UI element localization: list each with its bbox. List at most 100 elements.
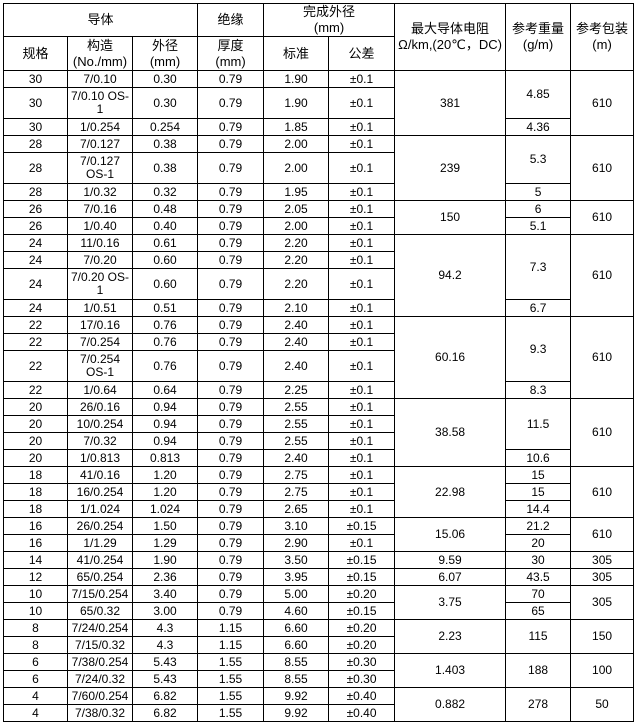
cell-thickness: 0.79 — [197, 299, 265, 317]
cell-resistance: 9.59 — [394, 551, 507, 569]
table-row: 24 1/0.51 0.51 0.79 2.10 ±0.1 6.7 — [3, 299, 634, 317]
table-row: 6 7/38/0.254 5.43 1.55 8.55 ±0.30 1.403 188 100 — [3, 653, 635, 688]
table-row: 26 1/0.40 0.40 0.79 2.00 ±0.1 5.1 — [3, 217, 634, 235]
cell-weight: 6.7 — [505, 299, 572, 317]
table-row: 20 1/0.813 0.813 0.79 2.40 ±0.1 10.6 — [3, 449, 634, 467]
cell-conductor-od: 0.94 — [131, 398, 199, 416]
cell-standard: 3.95 — [263, 568, 330, 586]
cell-standard: 3.10 — [263, 517, 330, 535]
cell-construction: 7/0.127 — [67, 135, 133, 153]
table-row: 22 17/0.16 0.76 0.79 2.40 ±0.1 60.16 9.3 610 — [3, 316, 635, 399]
table-row: 20 26/0.16 0.94 0.79 2.55 ±0.1 38.58 11.5 610 — [3, 398, 635, 467]
cell-gauge: 28 — [3, 152, 68, 184]
cell-thickness: 0.79 — [197, 602, 265, 620]
header-weight: 参考重量 (g/m) — [505, 3, 572, 71]
cell-construction: 7/0.20 — [67, 251, 133, 269]
cell-standard: 2.75 — [263, 466, 330, 484]
cell-weight: 14.4 — [505, 500, 572, 518]
cell-weight: 65 — [505, 602, 572, 620]
table-row: 26 7/0.16 0.48 0.79 2.05 ±0.1 150 6 610 — [3, 200, 635, 235]
cell-gauge: 20 — [3, 398, 68, 416]
cell-tolerance: ±0.1 — [328, 200, 396, 218]
cell-gauge: 20 — [3, 449, 68, 467]
cell-tolerance: ±0.1 — [328, 398, 396, 416]
cell-conductor-od: 2.36 — [131, 568, 199, 586]
cell-gauge: 24 — [3, 251, 68, 269]
cell-standard: 2.65 — [263, 500, 330, 518]
cell-resistance: 15.06 — [394, 517, 507, 552]
cell-thickness: 0.79 — [197, 268, 265, 300]
cell-construction: 7/38/0.32 — [67, 704, 133, 722]
cell-packaging: 610 — [570, 517, 635, 552]
cell-resistance: 239 — [394, 135, 507, 201]
cell-standard: 2.40 — [263, 333, 330, 351]
cell-gauge: 22 — [3, 381, 68, 399]
cell-construction: 11/0.16 — [67, 234, 133, 252]
table-body: 30 7/0.10 0.30 0.79 1.90 ±0.1 381 4.85 610 30 7/0.… — [3, 70, 635, 722]
table-row: 30 7/0.10 0.30 0.79 1.90 ±0.1 381 4.85 610 — [3, 70, 635, 136]
cell-thickness: 1.55 — [197, 687, 265, 705]
cell-weight: 6 — [505, 200, 572, 218]
cell-standard: 9.92 — [263, 687, 330, 705]
table-row: 28 7/0.127 0.38 0.79 2.00 ±0.1 239 5.3 610 — [3, 135, 635, 201]
cell-standard: 2.40 — [263, 350, 330, 382]
cell-weight: 5.3 — [505, 135, 572, 184]
cell-thickness: 0.79 — [197, 234, 265, 252]
cell-conductor-od: 1.20 — [131, 466, 199, 484]
cell-construction: 7/0.10 — [67, 70, 133, 88]
header-conductor: 导体 — [2, 3, 199, 37]
cell-conductor-od: 4.3 — [131, 636, 199, 654]
cell-packaging: 50 — [570, 687, 635, 722]
cell-conductor-od: 6.82 — [131, 687, 199, 705]
cell-conductor-od: 0.32 — [131, 183, 199, 201]
table-row: 10 65/0.32 3.00 0.79 4.60 ±0.15 65 — [3, 602, 634, 620]
cell-packaging: 100 — [570, 653, 635, 688]
cell-tolerance: ±0.15 — [328, 551, 396, 569]
cell-weight: 4.36 — [505, 118, 572, 136]
cell-gauge: 24 — [3, 268, 68, 300]
cell-weight: 15 — [505, 466, 572, 484]
cell-construction: 7/60/0.254 — [67, 687, 133, 705]
cell-construction: 1/0.813 — [67, 449, 133, 467]
cell-gauge: 22 — [3, 316, 68, 334]
cell-tolerance: ±0.15 — [328, 568, 396, 586]
cell-construction: 1/0.64 — [67, 381, 133, 399]
table-row: 18 16/0.254 1.20 0.79 2.75 ±0.1 15 — [3, 483, 634, 501]
cell-tolerance: ±0.30 — [328, 670, 396, 688]
table-row: 4 7/38/0.32 6.82 1.55 9.92 ±0.40 — [3, 704, 634, 722]
cell-resistance: 381 — [394, 70, 507, 136]
cell-thickness: 0.79 — [197, 398, 265, 416]
cell-conductor-od: 0.76 — [131, 316, 199, 334]
cell-gauge: 6 — [3, 653, 68, 671]
cell-conductor-od: 0.64 — [131, 381, 199, 399]
cell-conductor-od: 3.00 — [131, 602, 199, 620]
cell-conductor-od: 0.813 — [131, 449, 199, 467]
cell-construction: 7/15/0.32 — [67, 636, 133, 654]
cell-tolerance: ±0.1 — [328, 432, 396, 450]
cell-standard: 4.60 — [263, 602, 330, 620]
cell-resistance: 60.16 — [394, 316, 507, 399]
cell-conductor-od: 0.94 — [131, 415, 199, 433]
header-tolerance: 公差 — [328, 36, 396, 71]
cell-weight: 7.3 — [505, 234, 572, 300]
cell-thickness: 0.79 — [197, 500, 265, 518]
cell-weight: 278 — [505, 687, 572, 722]
cell-gauge: 30 — [3, 87, 68, 119]
cell-conductor-od: 0.61 — [131, 234, 199, 252]
cell-tolerance: ±0.1 — [328, 217, 396, 235]
cell-thickness: 0.79 — [197, 183, 265, 201]
table-row: 28 7/0.127 OS-1 0.38 0.79 2.00 ±0.1 — [3, 152, 634, 184]
cell-weight: 43.5 — [505, 568, 572, 586]
cell-gauge: 18 — [3, 466, 68, 484]
cell-gauge: 4 — [3, 687, 68, 705]
cell-gauge: 24 — [3, 234, 68, 252]
cell-standard: 6.60 — [263, 636, 330, 654]
header-packaging: 参考包装 (m) — [570, 3, 635, 71]
cell-standard: 2.25 — [263, 381, 330, 399]
cell-tolerance: ±0.20 — [328, 636, 396, 654]
cell-construction: 7/0.10 OS-1 — [67, 87, 133, 119]
cell-standard: 6.60 — [263, 619, 330, 637]
cell-gauge: 28 — [3, 135, 68, 153]
cell-tolerance: ±0.30 — [328, 653, 396, 671]
cell-construction: 17/0.16 — [67, 316, 133, 334]
